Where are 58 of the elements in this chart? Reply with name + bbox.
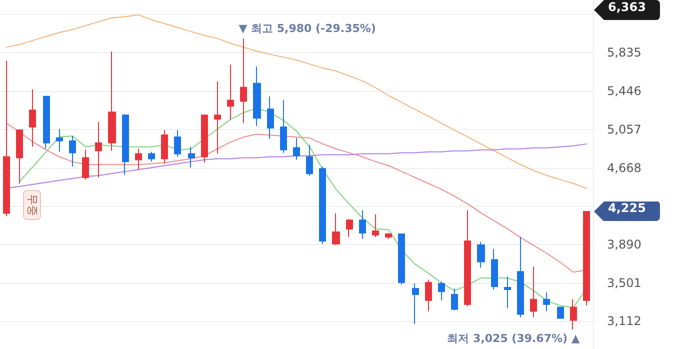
candlestick [188, 146, 195, 168]
candlestick [148, 151, 155, 162]
text: 4,225 [594, 201, 660, 222]
candlestick [517, 236, 524, 318]
candlestick [346, 218, 353, 238]
y-tick-label: 3,890 [607, 237, 642, 252]
candlestick [253, 66, 261, 126]
candlestick [95, 122, 102, 178]
candlestick [464, 210, 471, 307]
candlestick [583, 210, 590, 306]
candlestick [570, 298, 577, 330]
candlestick [332, 212, 340, 246]
annotation: ▼ 최고 5,980 (-29.35%) [238, 21, 376, 36]
candlestick [174, 129, 181, 158]
candlestick [398, 234, 405, 286]
candlestick [543, 292, 550, 312]
candlestick [43, 96, 50, 150]
candlestick [557, 306, 564, 319]
candlestick [16, 129, 23, 184]
candlestick [530, 266, 537, 318]
y-tick-label: 5,057 [607, 122, 642, 136]
candlestick [491, 248, 498, 290]
candlestick [56, 128, 63, 152]
candlestick [227, 64, 234, 120]
candlestick [438, 281, 445, 301]
candlestick [359, 210, 366, 240]
candlestick [280, 100, 287, 154]
candlestick [425, 279, 432, 312]
y-tick-label: 3,112 [607, 314, 642, 328]
candlestick [504, 276, 511, 309]
candlestick [135, 148, 142, 170]
candlestick [3, 60, 10, 217]
candlestick [477, 241, 485, 268]
candlestick [108, 51, 116, 152]
candlestick [201, 114, 208, 164]
candlestick [161, 129, 168, 164]
candlestick [451, 288, 458, 311]
candlestick [122, 114, 129, 176]
candlestick [240, 38, 247, 124]
candlestick [293, 137, 300, 160]
y-tick-label: 5,446 [607, 84, 642, 98]
candlestick [412, 283, 419, 325]
y-tick-label: 5,835 [607, 46, 642, 60]
candlestick [319, 166, 326, 244]
y-tick-label: 4,668 [607, 160, 642, 175]
text: 6,363 [594, 0, 660, 20]
candlestick [267, 96, 274, 140]
candlestick [82, 149, 89, 180]
candlestick [69, 135, 76, 168]
annotation: 최저 3,025 (39.67%) ▲ [447, 330, 580, 346]
candlestick [385, 232, 392, 240]
candlestick [214, 80, 221, 154]
candlestick [29, 88, 36, 148]
y-tick-label: 3,501 [607, 276, 642, 290]
line-series [6, 14, 587, 189]
candlestick [372, 214, 379, 238]
annotation: 무중 [22, 190, 41, 220]
candlestick [306, 144, 313, 176]
